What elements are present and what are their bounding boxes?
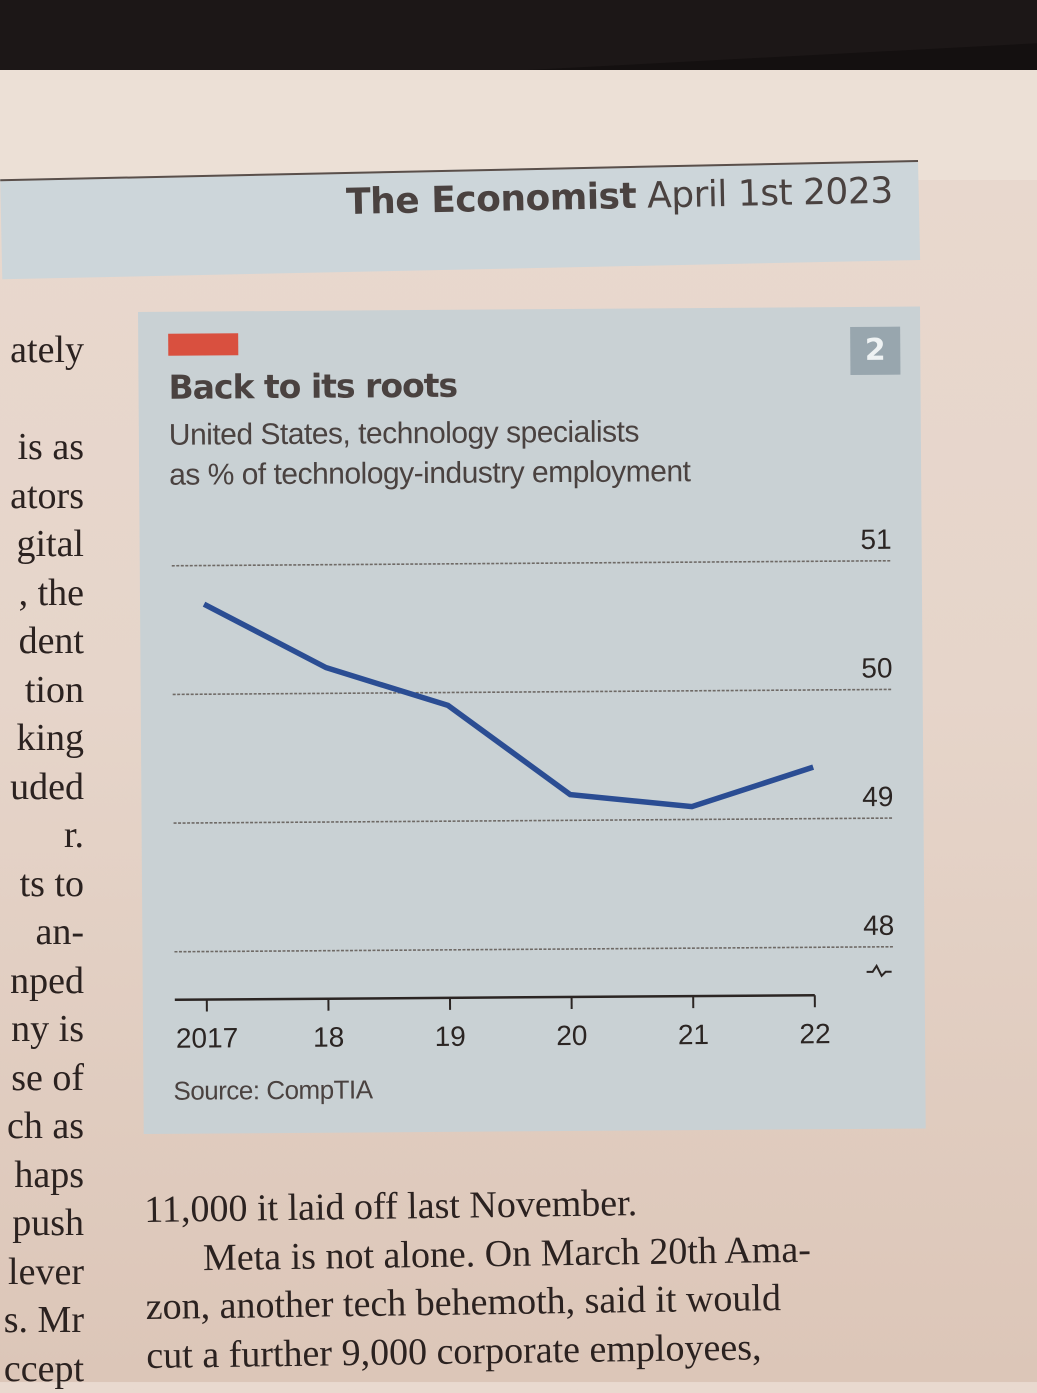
gridline: [174, 818, 894, 823]
gridline: [173, 689, 893, 694]
column-fragment: se of: [0, 1054, 84, 1103]
page-header: The Economist April 1st 2023: [0, 160, 920, 279]
column-fragment: nped: [0, 957, 84, 1006]
column-fragment: haps: [0, 1151, 84, 1200]
x-tick-label: 18: [313, 1022, 344, 1053]
article-text: 11,000 it laid off last November. Meta i…: [144, 1175, 927, 1380]
column-fragment: gital: [0, 520, 84, 569]
article-line: cut a further 9,000 corporate employees,: [146, 1321, 927, 1380]
x-tick-label: 22: [799, 1018, 830, 1049]
gridline: [172, 561, 892, 566]
y-tick-label: 51: [860, 524, 891, 555]
column-fragment: s. Mr: [0, 1296, 84, 1345]
x-tick-label: 19: [435, 1021, 466, 1052]
column-fragment: r.: [0, 811, 84, 860]
line-chart: 48 49 50 51 2017 18 19 20 21 22: [138, 307, 926, 1134]
column-fragment: an-: [0, 908, 84, 957]
column-fragment: push: [0, 1199, 84, 1248]
publication-name: The Economist: [346, 176, 637, 223]
x-axis: [175, 995, 815, 999]
gridline: [174, 947, 894, 952]
column-fragment: is as: [0, 423, 84, 472]
x-tick-label: 21: [678, 1019, 709, 1050]
column-fragment: ately: [0, 326, 84, 375]
column-fragment: ts to: [0, 860, 84, 909]
x-tick-label: 2017: [176, 1022, 239, 1053]
column-fragment: uded: [0, 763, 84, 812]
column-fragment: ny is: [0, 1005, 84, 1054]
issue-date: April 1st 2023: [647, 171, 893, 217]
y-tick-label: 48: [863, 910, 894, 941]
column-fragment: lever: [0, 1248, 84, 1297]
chart-source: Source: CompTIA: [173, 1074, 372, 1106]
x-tick-label: 20: [556, 1020, 587, 1051]
column-fragment: ccept: [0, 1345, 84, 1393]
header-title: The Economist April 1st 2023: [346, 171, 893, 223]
column-fragment: ators: [0, 472, 84, 521]
column-fragment: tion: [0, 666, 84, 715]
y-tick-label: 49: [862, 781, 893, 812]
chart-panel: 2 Back to its roots United States, techn…: [138, 307, 926, 1134]
y-tick-label: 50: [861, 652, 892, 683]
column-fragment: , the: [0, 569, 84, 618]
column-fragment: king: [0, 714, 84, 763]
column-fragment: dent: [0, 617, 84, 666]
axis-break-icon: [867, 966, 892, 976]
column-fragment: ch as: [0, 1102, 84, 1151]
column-fragment: [0, 375, 84, 424]
series-line: [204, 600, 813, 810]
